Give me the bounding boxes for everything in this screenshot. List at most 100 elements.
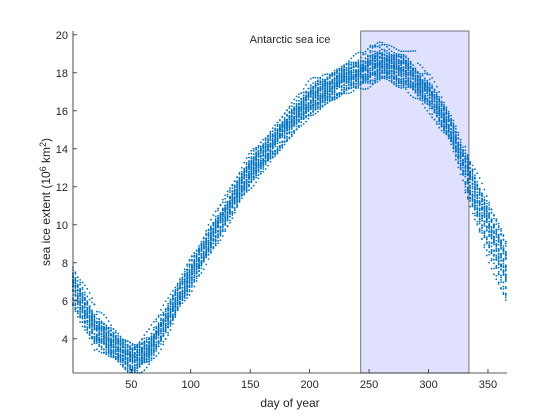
data-point: [357, 59, 360, 62]
data-point: [388, 75, 391, 78]
data-point: [305, 91, 307, 94]
data-point: [205, 248, 208, 251]
data-point: [160, 348, 162, 351]
data-point: [202, 259, 205, 262]
data-point: [217, 207, 219, 210]
data-point: [193, 251, 196, 254]
data-point: [476, 191, 479, 194]
data-point: [376, 68, 379, 71]
data-point: [226, 193, 229, 196]
data-point: [286, 113, 288, 116]
data-point: [290, 131, 293, 133]
data-point: [378, 49, 381, 52]
data-point: [248, 156, 250, 159]
data-point: [419, 99, 422, 101]
data-point: [88, 331, 91, 333]
data-point: [464, 164, 467, 167]
data-point: [229, 219, 231, 222]
data-point: [438, 91, 441, 93]
data-point: [224, 197, 227, 200]
data-point: [224, 194, 227, 197]
data-point: [307, 117, 310, 120]
data-point: [95, 310, 98, 313]
data-point: [255, 165, 258, 168]
data-point: [471, 202, 474, 205]
data-point: [257, 158, 260, 161]
data-point: [98, 343, 101, 346]
data-point: [383, 48, 386, 51]
data-point: [307, 109, 310, 112]
data-point: [390, 53, 393, 56]
data-point: [305, 106, 307, 109]
data-point: [386, 45, 388, 48]
data-point: [336, 68, 338, 71]
data-point: [133, 343, 136, 346]
data-point: [433, 81, 436, 83]
data-point: [236, 185, 238, 187]
data-point: [207, 250, 210, 253]
data-point: [274, 131, 277, 134]
data-point: [224, 214, 227, 216]
data-point: [383, 50, 386, 53]
data-point: [428, 92, 431, 94]
data-point: [93, 303, 96, 306]
data-point: [421, 93, 424, 96]
data-point: [419, 94, 422, 97]
data-point: [383, 60, 386, 63]
data-point: [369, 86, 372, 88]
data-point: [81, 288, 84, 291]
data-point: [424, 106, 426, 109]
data-point: [290, 105, 293, 108]
data-point: [452, 146, 455, 149]
data-point: [119, 337, 122, 339]
data-point: [364, 81, 367, 84]
data-point: [388, 53, 391, 56]
data-point: [459, 138, 462, 141]
data-point: [74, 272, 77, 275]
data-point: [259, 141, 262, 144]
data-point: [110, 334, 112, 337]
data-point: [150, 332, 153, 335]
data-point: [474, 212, 476, 215]
data-point: [393, 54, 395, 57]
data-point: [250, 163, 253, 166]
data-point: [393, 78, 395, 80]
data-point: [250, 157, 253, 160]
data-point: [76, 292, 79, 295]
data-point: [250, 152, 253, 155]
data-point: [386, 52, 388, 55]
data-point: [112, 328, 115, 330]
data-point: [369, 51, 372, 54]
data-point: [483, 225, 486, 227]
data-point: [504, 268, 507, 271]
data-point: [133, 361, 136, 364]
data-point: [440, 103, 443, 106]
data-point: [452, 134, 455, 136]
data-point: [152, 347, 155, 350]
data-point: [369, 67, 372, 70]
data-point: [450, 135, 453, 137]
data-point: [317, 108, 319, 110]
data-point: [176, 282, 179, 285]
data-point: [407, 77, 410, 79]
data-point: [435, 108, 438, 111]
data-point: [91, 343, 93, 346]
data-point: [155, 320, 158, 323]
data-point: [319, 77, 322, 80]
data-point: [376, 66, 379, 69]
data-point: [100, 351, 103, 354]
data-point: [428, 73, 431, 76]
data-point: [136, 365, 139, 368]
data-point: [490, 208, 493, 211]
data-point: [174, 305, 177, 307]
data-point: [471, 197, 474, 199]
data-point: [207, 232, 210, 234]
data-point: [321, 78, 324, 81]
data-point: [483, 244, 486, 246]
data-point: [114, 341, 117, 343]
data-point: [107, 343, 110, 345]
data-point: [126, 360, 129, 362]
data-point: [114, 350, 117, 353]
data-point: [502, 291, 505, 294]
data-point: [362, 70, 365, 73]
